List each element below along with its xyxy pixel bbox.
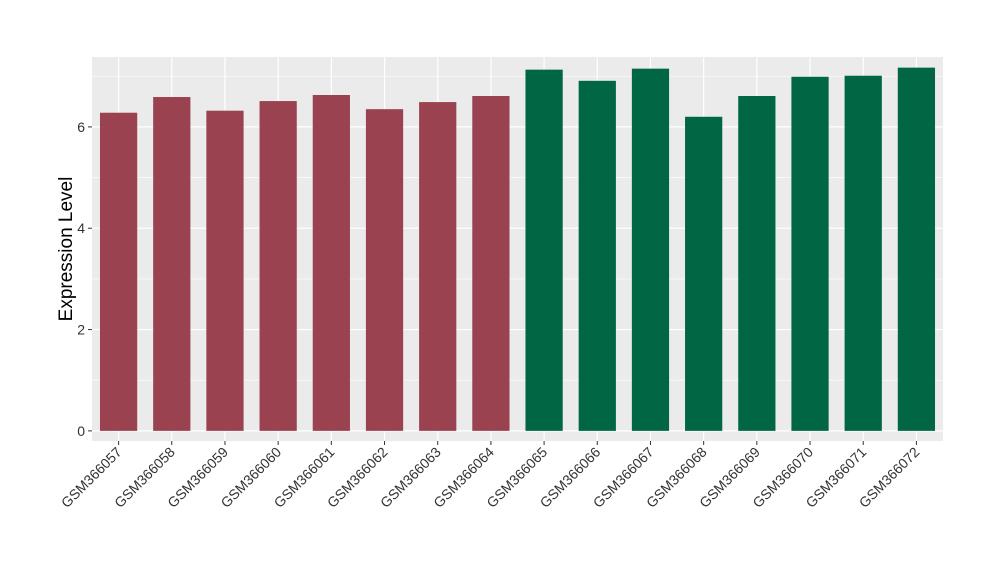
y-tick-label: 2 bbox=[77, 322, 85, 338]
bar-GSM366071 bbox=[844, 75, 882, 431]
bar-GSM366069 bbox=[738, 96, 776, 431]
y-axis-title: Expression Level bbox=[56, 177, 77, 322]
bar-GSM366068 bbox=[685, 116, 723, 431]
bar-GSM366065 bbox=[525, 69, 563, 431]
bar-GSM366060 bbox=[259, 101, 297, 431]
bar-GSM366058 bbox=[153, 97, 191, 431]
x-axis: GSM366057GSM366058GSM366059GSM366060GSM3… bbox=[58, 441, 923, 511]
y-tick-label: 0 bbox=[77, 423, 85, 439]
bar-GSM366070 bbox=[791, 76, 829, 431]
bar-GSM366061 bbox=[312, 94, 350, 431]
bar-GSM366072 bbox=[897, 67, 936, 431]
bar-GSM366063 bbox=[419, 102, 457, 431]
bars bbox=[99, 67, 936, 431]
bar-GSM366066 bbox=[578, 80, 616, 431]
y-tick-label: 6 bbox=[77, 119, 85, 135]
y-tick-label: 4 bbox=[77, 220, 85, 236]
y-axis: 0 2 4 6 bbox=[77, 119, 92, 439]
bar-GSM366064 bbox=[472, 96, 510, 431]
bar-GSM366067 bbox=[631, 68, 670, 431]
bar-GSM366062 bbox=[365, 109, 404, 431]
bar-GSM366059 bbox=[206, 110, 244, 431]
bar-GSM366057 bbox=[99, 112, 138, 431]
